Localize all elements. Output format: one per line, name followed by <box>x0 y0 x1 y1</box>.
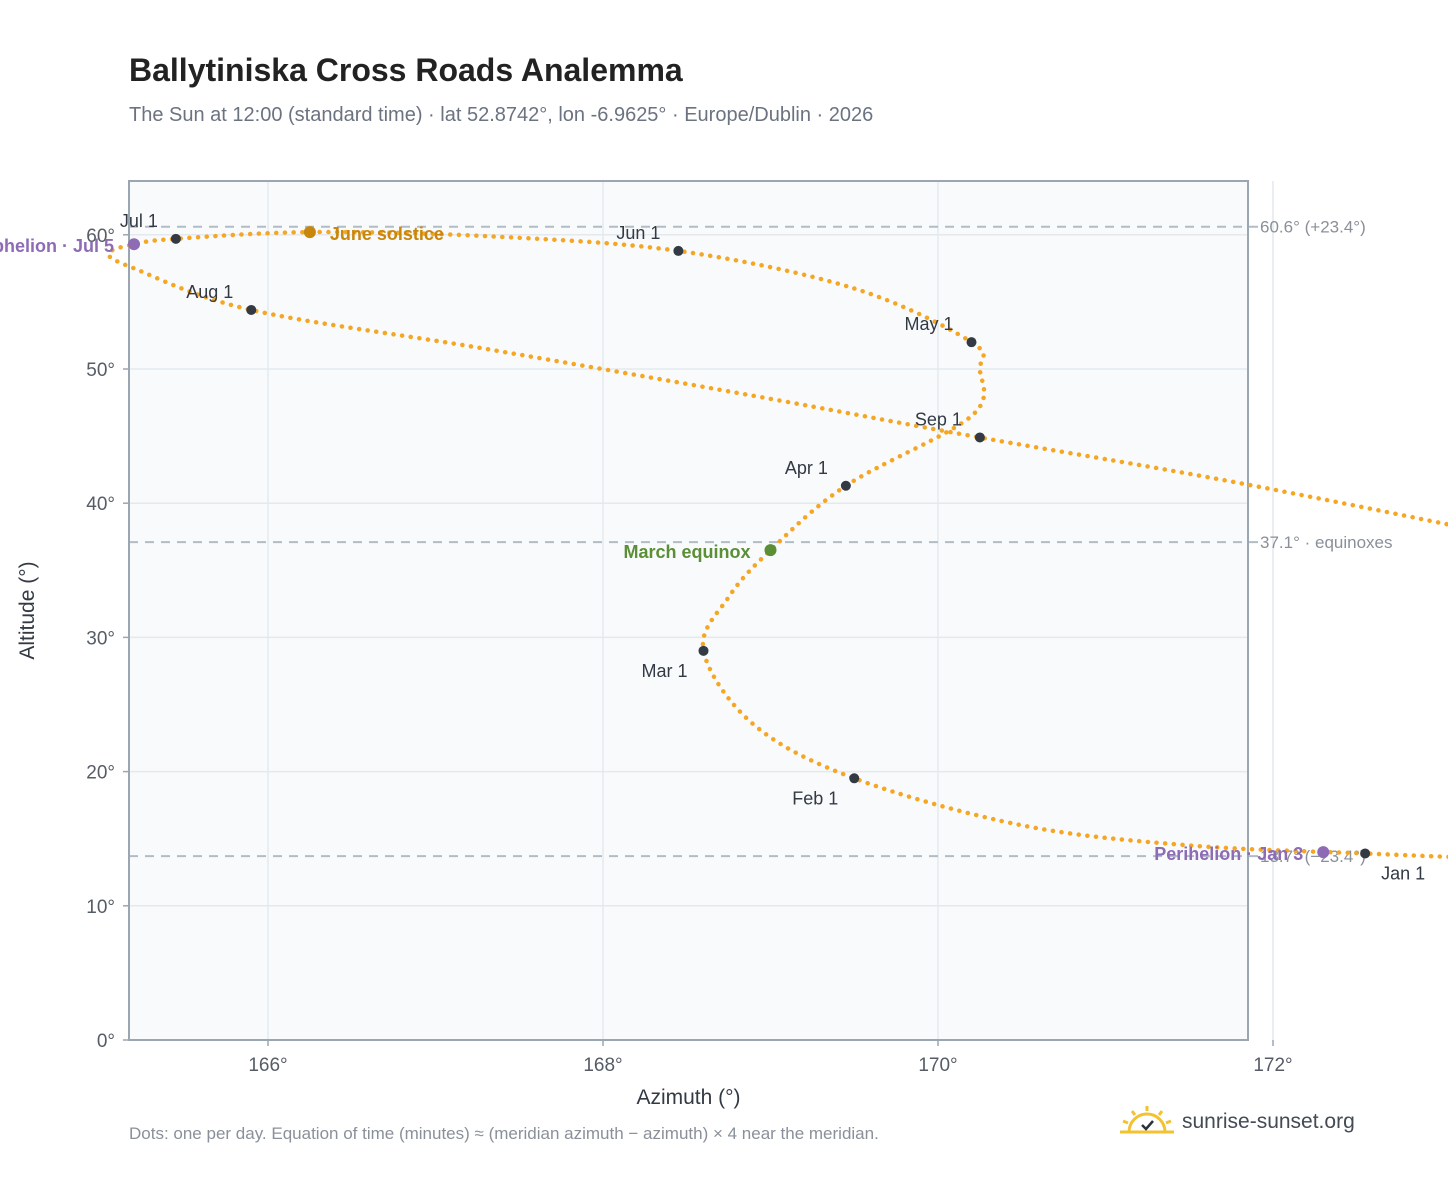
plot-frame <box>128 180 1249 1041</box>
month-marker <box>170 233 181 244</box>
brand-link[interactable]: sunrise-sunset.org <box>1120 1104 1355 1140</box>
month-label: Apr 1 <box>785 458 828 478</box>
event-marker <box>1317 846 1330 859</box>
reference-line-label: 37.1° · equinoxes <box>1260 533 1393 552</box>
x-tick-label: 172° <box>1253 1055 1292 1076</box>
month-label: Sep 1 <box>915 409 962 429</box>
month-marker <box>966 337 977 348</box>
month-marker <box>840 480 851 491</box>
brand-name: sunrise-sunset.org <box>1182 1110 1355 1133</box>
event-marker <box>303 226 316 239</box>
plot-area <box>129 181 1248 1040</box>
event-marker <box>128 238 140 251</box>
footnote: Dots: one per day. Equation of time (min… <box>129 1124 879 1143</box>
month-marker <box>246 304 257 315</box>
event-marker <box>764 544 777 557</box>
event-label: Aphelion · Jul 5 <box>0 236 114 256</box>
y-tick-label: 30° <box>86 628 115 649</box>
month-marker <box>698 645 709 656</box>
month-label: Feb 1 <box>792 788 838 808</box>
month-label: Mar 1 <box>641 661 687 681</box>
y-tick-label: 60° <box>86 226 115 247</box>
sun-check-icon <box>1120 1106 1174 1134</box>
month-marker <box>673 245 684 256</box>
month-label: Aug 1 <box>186 282 233 302</box>
x-tick-label: 166° <box>248 1055 287 1076</box>
month-label: May 1 <box>904 314 953 334</box>
y-tick-label: 40° <box>86 494 115 515</box>
month-label: Jun 1 <box>616 223 660 243</box>
month-label: Jan 1 <box>1381 863 1425 883</box>
event-label: March equinox <box>623 542 750 562</box>
event-label: June solstice <box>330 224 444 244</box>
y-tick-label: 10° <box>86 897 115 918</box>
y-axis-label: Altitude (°) <box>16 561 39 659</box>
month-marker <box>974 432 985 443</box>
x-axis-label: Azimuth (°) <box>636 1086 740 1109</box>
month-label: Jul 1 <box>120 211 158 231</box>
chart-title: Ballytiniska Cross Roads Analemma <box>129 52 683 88</box>
month-marker <box>1360 848 1371 859</box>
analemma-path <box>106 229 1448 860</box>
y-tick-label: 0° <box>97 1031 115 1052</box>
month-marker <box>849 773 860 784</box>
y-tick-label: 20° <box>86 763 115 784</box>
y-tick-label: 50° <box>86 360 115 381</box>
event-label: Perihelion · Jan 3 <box>1154 844 1303 864</box>
reference-line-label: 60.6° (+23.4°) <box>1260 218 1366 237</box>
x-tick-label: 170° <box>918 1055 957 1076</box>
chart-subtitle: The Sun at 12:00 (standard time) · lat 5… <box>129 104 874 126</box>
x-tick-label: 168° <box>583 1055 622 1076</box>
